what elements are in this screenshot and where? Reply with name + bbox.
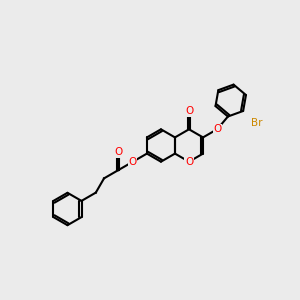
Text: O: O [128, 157, 137, 167]
Text: O: O [213, 124, 221, 134]
Text: O: O [185, 157, 193, 167]
Text: O: O [114, 147, 122, 157]
Text: O: O [185, 106, 193, 116]
Text: Br: Br [251, 118, 263, 128]
